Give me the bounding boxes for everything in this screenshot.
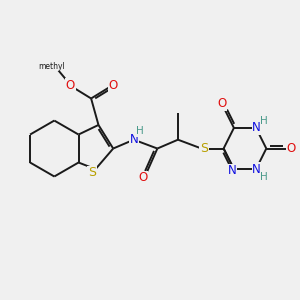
Text: N: N: [252, 163, 261, 176]
Text: N: N: [228, 164, 237, 177]
Text: H: H: [260, 172, 268, 182]
Text: S: S: [88, 166, 96, 179]
Text: N: N: [130, 133, 139, 146]
Text: methyl: methyl: [38, 61, 65, 70]
Text: S: S: [200, 142, 208, 155]
Text: O: O: [109, 79, 118, 92]
Text: H: H: [260, 116, 268, 126]
Text: O: O: [218, 97, 227, 110]
Text: N: N: [252, 122, 261, 134]
Text: O: O: [287, 142, 296, 155]
Text: H: H: [136, 126, 144, 136]
Text: O: O: [138, 172, 147, 184]
Text: O: O: [66, 79, 75, 92]
